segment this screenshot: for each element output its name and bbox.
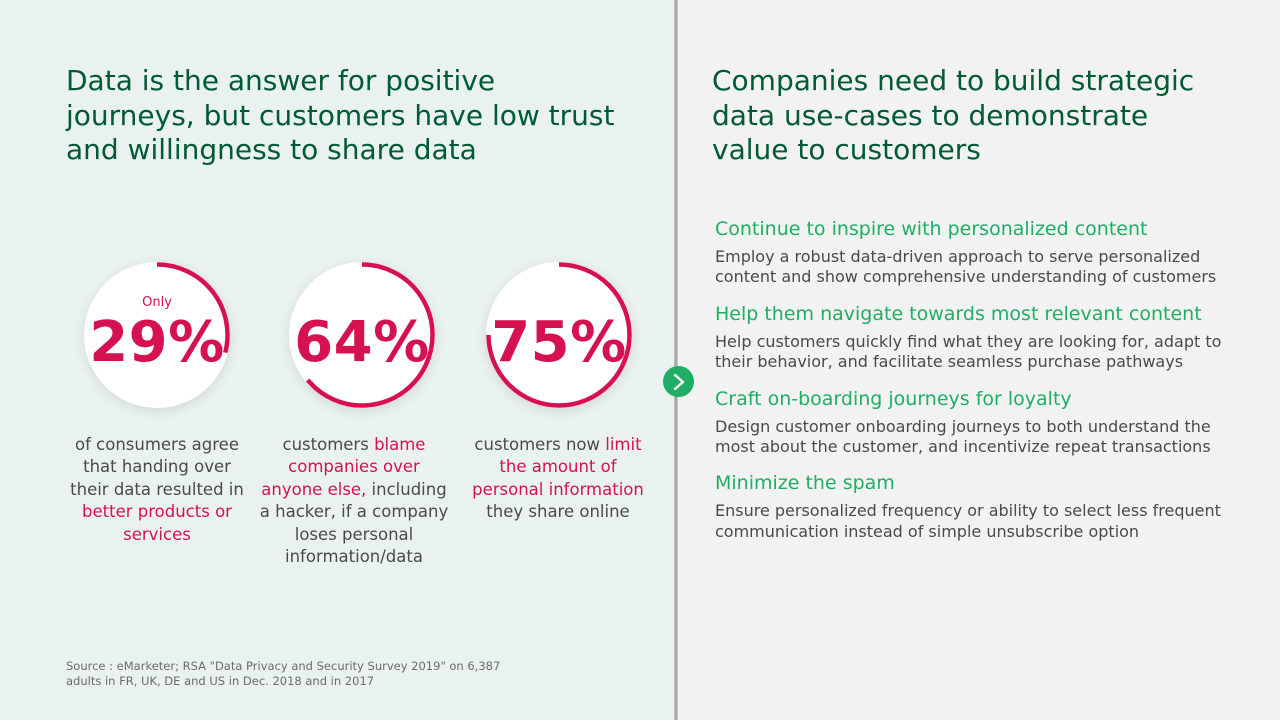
strategy-title: Continue to inspire with personalized co… <box>715 218 1148 240</box>
desc-text: customers <box>282 435 375 454</box>
strategy-title: Help them navigate towards most relevant… <box>715 302 1202 325</box>
strategy-item: Minimize the spam Ensure personalized fr… <box>715 471 1235 542</box>
desc-text: including a hacker, if a company loses p… <box>259 479 449 567</box>
next-arrow-button[interactable] <box>663 366 694 397</box>
left-title: Data is the answer for positive journeys… <box>66 64 615 166</box>
strategy-body: Employ a robust data-driven approach to … <box>715 247 1217 287</box>
panel-divider <box>674 0 678 720</box>
strategy-title: Minimize the spam <box>715 472 895 495</box>
strategy-list: Continue to inspire with personalized co… <box>715 217 1235 556</box>
desc-highlight: limit the amount of personal information <box>472 435 644 499</box>
progress-arc <box>305 262 435 408</box>
progress-ring <box>486 262 632 408</box>
stat-value: 75% <box>491 310 627 375</box>
strategy-item: Craft on-boarding journeys for loyalty D… <box>715 387 1235 458</box>
stat-circle-1: Only 29% <box>84 262 230 408</box>
strategy-item: Help them navigate towards most relevant… <box>715 302 1235 373</box>
desc-text: of consumers agree that handing over the… <box>70 435 244 499</box>
progress-arc <box>486 262 632 408</box>
stat-prefix: Only <box>142 295 172 310</box>
strategy-body: Ensure personalized frequency or ability… <box>715 501 1221 541</box>
stat-description-3: customers now limit the amount of person… <box>463 434 653 524</box>
source-note: Source : eMarketer; RSA "Data Privacy an… <box>66 659 501 688</box>
progress-ring <box>156 262 230 354</box>
strategy-title: Craft on-boarding journeys for loyalty <box>715 387 1072 410</box>
progress-arc <box>156 262 230 354</box>
strategy-body: Design customer onboarding journeys to b… <box>715 416 1211 457</box>
stat-circle-2: 64% <box>289 262 435 408</box>
stat-value: 29% <box>89 310 225 375</box>
right-title: Companies need to build strategic data u… <box>712 64 1195 166</box>
desc-text: they share online <box>486 502 630 522</box>
strategy-body: Help customers quickly find what they ar… <box>715 331 1222 372</box>
stat-circle-3: 75% <box>486 262 632 408</box>
right-panel <box>676 0 1280 720</box>
progress-ring <box>305 262 435 408</box>
desc-highlight: blame companies over anyone else, <box>261 435 426 499</box>
desc-text: customers now <box>474 435 606 454</box>
strategy-item: Continue to inspire with personalized co… <box>715 217 1235 288</box>
stat-value: 64% <box>294 310 430 375</box>
stat-description-1: of consumers agree that handing over the… <box>62 434 252 546</box>
desc-highlight: better products or services <box>82 502 232 544</box>
chevron-right-icon <box>673 373 684 390</box>
stat-description-2: customers blame companies over anyone el… <box>259 434 449 568</box>
